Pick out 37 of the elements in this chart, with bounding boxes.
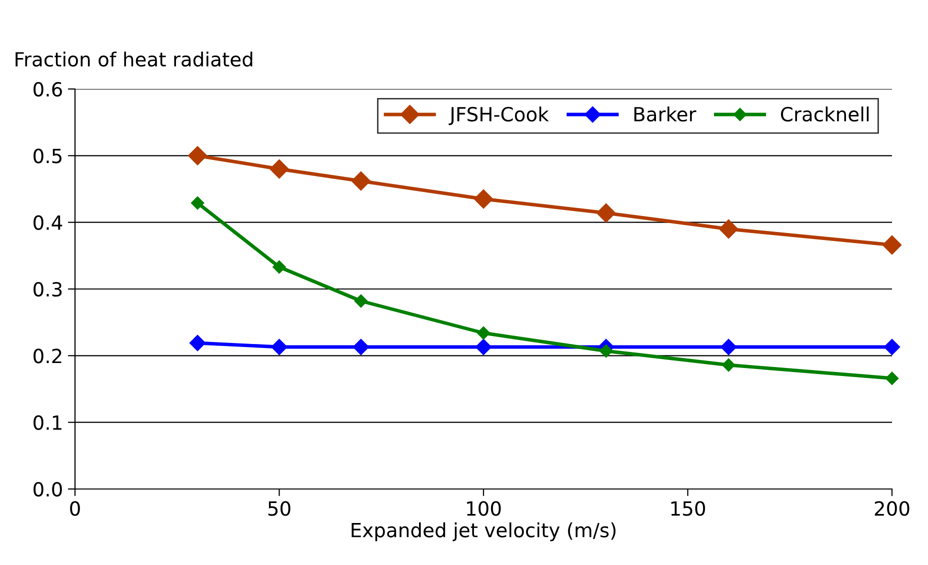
point — [719, 219, 738, 239]
point — [354, 294, 368, 308]
point — [271, 338, 288, 356]
y-tick-label: 0.0 — [34, 482, 62, 497]
point — [189, 334, 206, 352]
x-tick-label: 200 — [874, 501, 910, 516]
y-tick-label: 0.1 — [34, 415, 62, 430]
point — [188, 146, 208, 166]
y-tick-label: 0.5 — [34, 148, 62, 164]
legend-label: Cracknell — [780, 106, 869, 122]
y-tick-label: 0.6 — [34, 82, 62, 97]
point — [351, 171, 370, 191]
x-tick-label: 150 — [671, 501, 706, 516]
x-tick-label: 100 — [467, 501, 501, 516]
point — [720, 338, 737, 356]
x-tick-label: 0 — [70, 501, 80, 516]
x-tick-label: 50 — [268, 501, 290, 516]
legend-label: JFSH-Cook — [448, 106, 549, 126]
y-tick-label: 0.3 — [34, 282, 62, 297]
point — [596, 203, 616, 223]
point — [475, 338, 492, 356]
x-axis-title: Expanded jet velocity (m/s) — [352, 522, 616, 542]
point — [722, 358, 736, 372]
point — [270, 159, 289, 179]
y-tick-label: 0.2 — [34, 348, 62, 364]
point — [599, 344, 613, 358]
point — [474, 189, 494, 209]
point — [885, 372, 899, 385]
point — [352, 338, 370, 356]
point — [190, 196, 204, 210]
y-tick-label: 0.4 — [34, 215, 62, 230]
y-axis-title: Fraction of heat radiated — [16, 52, 252, 67]
point — [476, 326, 490, 340]
legend-label: Barker — [634, 106, 696, 122]
point — [272, 260, 286, 274]
point — [882, 235, 902, 255]
point — [884, 338, 900, 356]
